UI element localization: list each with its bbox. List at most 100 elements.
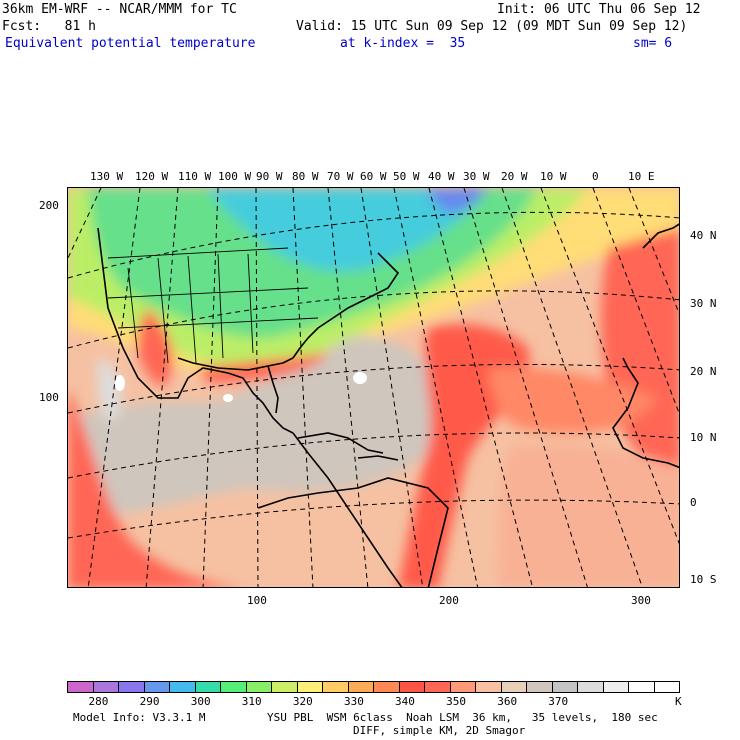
smoothing: sm= 6 — [633, 36, 673, 51]
colorbar-swatch — [450, 682, 476, 692]
coast-cuba — [297, 432, 384, 454]
field-red-band — [488, 367, 658, 434]
colorbar-label: 330 — [343, 695, 364, 708]
colorbar-unit: K — [675, 695, 682, 708]
valid-time: Valid: 15 UTC Sun 09 Sep 12 (09 MDT Sun … — [296, 19, 688, 34]
model-info: Model Info: V3.3.1 M — [73, 711, 206, 724]
colorbar-swatch — [603, 682, 629, 692]
lon-line — [87, 188, 141, 587]
lon-label: 30 W — [463, 170, 490, 183]
lon-label: 20 W — [501, 170, 528, 183]
colorbar-swatch — [425, 682, 451, 692]
lon-label: 120 W — [135, 170, 169, 183]
lon-label: 130 W — [90, 170, 124, 183]
colorbar-swatch — [552, 682, 578, 692]
lon-line — [255, 188, 259, 587]
colorbar-swatch — [501, 682, 527, 692]
lat-line-20n — [68, 363, 679, 414]
colorbar-swatch — [654, 682, 679, 692]
border-state — [117, 317, 319, 329]
field-name: Equivalent potential temperature — [5, 36, 256, 51]
model-title: 36km EM-WRF -- NCAR/MMM for TC — [2, 2, 237, 17]
lon-line — [327, 188, 369, 587]
state-borders — [107, 247, 319, 364]
lon-line — [540, 188, 679, 545]
colorbar-label: 360 — [497, 695, 518, 708]
colorbar-swatch — [272, 682, 298, 692]
coast-hispaniola — [357, 455, 399, 461]
colorbar-label: 280 — [88, 695, 109, 708]
lat-label: 10 N — [690, 431, 717, 444]
diffusion-info: DIFF, simple KM, 2D Smagor — [353, 724, 526, 737]
lat-label: 20 N — [690, 365, 717, 378]
lat-line-10n — [68, 432, 679, 479]
field-red-southwest — [68, 388, 234, 587]
colorbar-swatch — [144, 682, 170, 692]
colorbar-swatch — [348, 682, 374, 692]
theta-e-map — [67, 187, 680, 588]
lon-label: 110 W — [178, 170, 212, 183]
physics-info: YSU PBL WSM 6class Noah LSM 36 km, 35 le… — [267, 711, 658, 724]
lon-label: 50 W — [393, 170, 420, 183]
init-time: Init: 06 UTC Thu 06 Sep 12 — [497, 2, 701, 17]
border-state — [217, 253, 224, 359]
colorbar-swatch — [399, 682, 425, 692]
coast-iberia — [642, 223, 679, 249]
field-max-spot-mexico — [115, 375, 125, 391]
field-cyan — [208, 188, 488, 272]
lat-line-eq — [68, 499, 679, 539]
colorbar-label: 340 — [395, 695, 415, 708]
colorbar-label: 290 — [139, 695, 160, 708]
grid-x-label: 200 — [439, 594, 459, 607]
colorbar — [67, 681, 680, 693]
colorbar-swatch — [578, 682, 604, 692]
coast-south-america — [257, 477, 449, 587]
lon-label: 10 E — [628, 170, 655, 183]
lon-label: 70 W — [327, 170, 354, 183]
lon-line — [360, 188, 424, 587]
colorbar-swatch — [323, 682, 349, 692]
field-blue — [428, 188, 488, 213]
border-state — [157, 257, 169, 364]
colorbar-swatch — [195, 682, 221, 692]
colorbar-swatch — [119, 682, 145, 692]
border-state — [107, 287, 309, 299]
lat-line-40n — [68, 211, 679, 279]
colorbar-swatch — [297, 682, 323, 692]
colorbar-label: 350 — [446, 695, 466, 708]
colorbar-swatch — [170, 682, 196, 692]
lon-label: 40 W — [428, 170, 455, 183]
lat-label: 10 S — [690, 573, 717, 586]
colorbar-swatch — [246, 682, 272, 692]
colorbar-swatch — [476, 682, 502, 692]
border-us-canada — [107, 247, 289, 259]
border-state — [187, 255, 197, 364]
grid-x-label: 100 — [247, 594, 267, 607]
colorbar-swatch — [629, 682, 655, 692]
map-plot — [68, 188, 679, 587]
grid-y-label: 200 — [39, 199, 59, 212]
colorbar-swatch — [527, 682, 553, 692]
lat-label: 0 — [690, 496, 697, 509]
lon-label: 80 W — [292, 170, 319, 183]
colorbar-swatch — [93, 682, 119, 692]
grid-x-label: 300 — [631, 594, 651, 607]
lon-line — [292, 188, 314, 587]
colorbar-swatch — [68, 682, 94, 692]
lon-label: 60 W — [360, 170, 387, 183]
coast-florida — [267, 365, 279, 414]
coastlines — [97, 223, 679, 587]
lon-label: 90 W — [256, 170, 283, 183]
border-state — [127, 267, 139, 359]
lon-label: 10 W — [540, 170, 567, 183]
coast-north-america-west — [97, 227, 294, 434]
level-index: at k-index = 35 — [340, 36, 466, 51]
lon-line — [463, 188, 588, 587]
lon-line — [68, 188, 102, 259]
colorbar-label: 310 — [241, 695, 262, 708]
coast-us-east — [177, 252, 400, 371]
field-max-spot — [353, 372, 367, 384]
colorbar-label: 300 — [190, 695, 211, 708]
colorbar-label: 370 — [548, 695, 569, 708]
lon-label: 100 W — [218, 170, 252, 183]
